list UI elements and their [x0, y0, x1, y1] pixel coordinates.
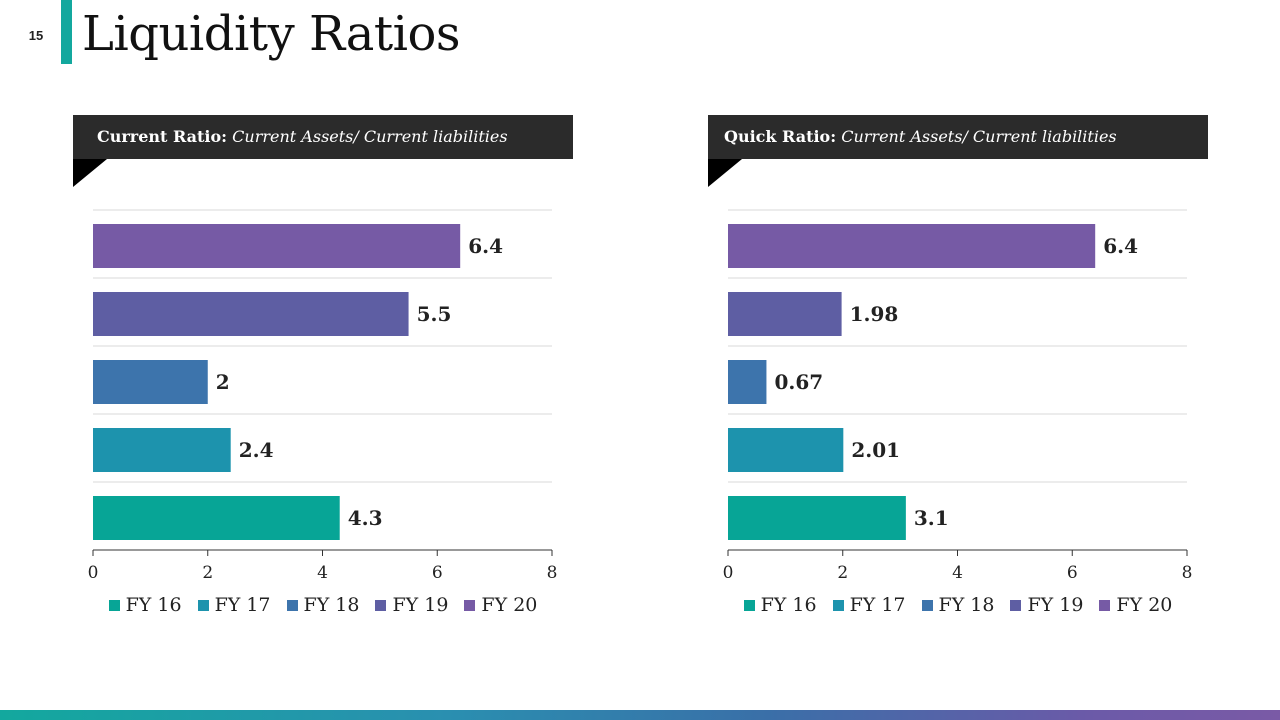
- data-label-fy-17: 2.4: [239, 438, 274, 462]
- x-tick-label: 6: [1067, 563, 1078, 583]
- legend-label: FY 16: [125, 594, 182, 616]
- data-label-fy-17: 2.01: [851, 438, 900, 462]
- legend-swatch: [921, 599, 933, 611]
- current-ratio-legend: FY 16 FY 17 FY 18 FY 19 FY 20: [73, 594, 573, 616]
- legend-label: FY 20: [1116, 594, 1173, 616]
- legend-item-fy-20: FY 20: [464, 594, 537, 616]
- x-tick-label: 8: [547, 563, 558, 583]
- legend-item-fy-16: FY 16: [108, 594, 182, 616]
- bar-fy-19: [728, 292, 842, 336]
- legend-item-fy-19: FY 19: [1010, 594, 1083, 616]
- legend-item-fy-19: FY 19: [375, 594, 448, 616]
- current-ratio-chart: 0 2 4 6 8 4.3 2.4 2 5.5 6.4: [88, 209, 558, 583]
- legend-label: FY 19: [1027, 594, 1084, 616]
- bar-fy-16: [728, 496, 906, 540]
- x-tick-label: 4: [952, 563, 963, 583]
- current-ratio-panel: Current Ratio: Current Assets/ Current l…: [73, 115, 573, 635]
- legend-item-fy-17: FY 17: [197, 594, 271, 616]
- quick-ratio-legend: FY 16 FY 17 FY 18 FY 19 FY 20: [708, 594, 1208, 616]
- legend-label: FY 19: [392, 594, 449, 616]
- data-label-fy-20: 6.4: [1103, 234, 1138, 258]
- legend-swatch: [108, 599, 120, 611]
- legend-item-fy-16: FY 16: [743, 594, 817, 616]
- legend-label: FY 18: [303, 594, 360, 616]
- x-tick-label: 0: [723, 563, 734, 583]
- legend-item-fy-18: FY 18: [286, 594, 360, 616]
- title-accent-bar: [61, 0, 72, 64]
- legend-item-fy-18: FY 18: [921, 594, 995, 616]
- data-label-fy-20: 6.4: [468, 234, 503, 258]
- legend-swatch: [832, 599, 844, 611]
- page-number: 15: [28, 28, 44, 43]
- x-tick-label: 0: [88, 563, 99, 583]
- legend-swatch: [1099, 599, 1111, 611]
- bar-fy-17: [93, 428, 231, 472]
- quick-ratio-formula: Current Assets/ Current liabilities: [841, 127, 1117, 146]
- legend-label: FY 17: [214, 594, 271, 616]
- data-label-fy-19: 1.98: [850, 302, 899, 326]
- bar-fy-16: [93, 496, 340, 540]
- data-label-fy-16: 3.1: [914, 506, 949, 530]
- legend-swatch: [286, 599, 298, 611]
- legend-label: FY 18: [938, 594, 995, 616]
- x-tick-label: 2: [202, 563, 213, 583]
- data-label-fy-18: 2: [216, 370, 230, 394]
- legend-item-fy-20: FY 20: [1099, 594, 1172, 616]
- quick-ratio-banner: Quick Ratio: Current Assets/ Current lia…: [708, 115, 1208, 159]
- current-ratio-banner: Current Ratio: Current Assets/ Current l…: [73, 115, 573, 159]
- bar-fy-18: [728, 360, 767, 404]
- x-tick-label: 6: [432, 563, 443, 583]
- quick-ratio-chart: 0 2 4 6 8 3.1 2.01 0.67 1.98 6.4: [723, 209, 1193, 583]
- data-label-fy-16: 4.3: [348, 506, 383, 530]
- bar-fy-20: [93, 224, 461, 268]
- legend-swatch: [464, 599, 476, 611]
- legend-swatch: [197, 599, 209, 611]
- quick-ratio-label: Quick Ratio:: [724, 127, 837, 146]
- x-tick-label: 2: [837, 563, 848, 583]
- x-tick-label: 8: [1182, 563, 1193, 583]
- legend-swatch: [743, 599, 755, 611]
- bottom-gradient-strip: [0, 710, 1280, 720]
- slide-title: Liquidity Ratios: [82, 6, 461, 62]
- legend-label: FY 17: [849, 594, 906, 616]
- x-tick-label: 4: [317, 563, 328, 583]
- data-label-fy-19: 5.5: [417, 302, 452, 326]
- legend-label: FY 20: [481, 594, 538, 616]
- quick-ratio-panel: Quick Ratio: Current Assets/ Current lia…: [708, 115, 1208, 635]
- data-label-fy-18: 0.67: [774, 370, 823, 394]
- bar-fy-19: [93, 292, 409, 336]
- legend-swatch: [375, 599, 387, 611]
- bar-fy-20: [728, 224, 1096, 268]
- current-ratio-label: Current Ratio:: [97, 127, 228, 146]
- legend-item-fy-17: FY 17: [832, 594, 906, 616]
- legend-label: FY 16: [760, 594, 817, 616]
- bar-fy-18: [93, 360, 208, 404]
- legend-swatch: [1010, 599, 1022, 611]
- current-ratio-formula: Current Assets/ Current liabilities: [232, 127, 508, 146]
- bar-fy-17: [728, 428, 844, 472]
